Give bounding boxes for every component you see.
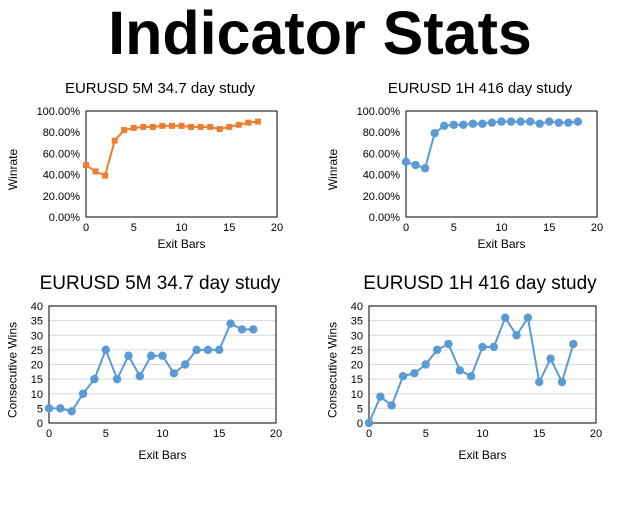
svg-text:20: 20	[351, 360, 363, 372]
svg-text:100.00%: 100.00%	[37, 106, 81, 118]
svg-text:30: 30	[31, 330, 43, 342]
svg-text:15: 15	[543, 222, 555, 234]
svg-text:40: 40	[31, 301, 43, 313]
svg-text:Exit Bars: Exit Bars	[157, 237, 205, 251]
svg-text:40.00%: 40.00%	[43, 170, 81, 182]
svg-text:25: 25	[31, 345, 43, 357]
svg-text:Winrate: Winrate	[6, 149, 20, 191]
svg-text:Consecutive Wins: Consecutive Wins	[326, 322, 340, 418]
svg-text:20.00%: 20.00%	[363, 191, 401, 203]
svg-text:Winrate: Winrate	[326, 149, 340, 191]
svg-text:5: 5	[451, 222, 457, 234]
svg-text:0: 0	[46, 428, 52, 440]
svg-text:Exit Bars: Exit Bars	[138, 448, 186, 462]
svg-text:20: 20	[270, 428, 282, 440]
svg-text:20: 20	[31, 360, 43, 372]
svg-text:20: 20	[591, 222, 603, 234]
svg-text:60.00%: 60.00%	[43, 148, 81, 160]
svg-text:EURUSD 1H 416 day study: EURUSD 1H 416 day study	[388, 80, 573, 97]
svg-text:EURUSD 5M 34.7 day study: EURUSD 5M 34.7 day study	[65, 80, 256, 97]
svg-text:0.00%: 0.00%	[49, 212, 80, 224]
svg-text:EURUSD 5M 34.7 day study: EURUSD 5M 34.7 day study	[40, 273, 281, 294]
svg-text:35: 35	[31, 316, 43, 328]
svg-text:15: 15	[213, 428, 225, 440]
svg-text:0.00%: 0.00%	[369, 212, 400, 224]
svg-text:80.00%: 80.00%	[43, 127, 81, 139]
svg-text:Exit Bars: Exit Bars	[458, 448, 506, 462]
svg-text:30: 30	[351, 330, 363, 342]
svg-text:10: 10	[495, 222, 507, 234]
svg-text:20: 20	[271, 222, 283, 234]
svg-text:10: 10	[175, 222, 187, 234]
svg-text:15: 15	[351, 374, 363, 386]
svg-text:0: 0	[366, 428, 372, 440]
svg-text:40.00%: 40.00%	[363, 170, 401, 182]
svg-text:EURUSD 1H 416 day study: EURUSD 1H 416 day study	[363, 273, 597, 294]
svg-text:15: 15	[533, 428, 545, 440]
svg-text:40: 40	[351, 301, 363, 313]
svg-text:25: 25	[351, 345, 363, 357]
svg-text:5: 5	[423, 428, 429, 440]
svg-text:Exit Bars: Exit Bars	[477, 237, 525, 251]
svg-text:5: 5	[357, 403, 363, 415]
svg-text:10: 10	[156, 428, 168, 440]
svg-text:35: 35	[351, 316, 363, 328]
svg-text:0: 0	[357, 418, 363, 430]
svg-text:5: 5	[37, 403, 43, 415]
svg-text:15: 15	[223, 222, 235, 234]
svg-text:10: 10	[351, 389, 363, 401]
svg-text:10: 10	[31, 389, 43, 401]
svg-text:100.00%: 100.00%	[357, 106, 401, 118]
svg-text:15: 15	[31, 374, 43, 386]
svg-text:80.00%: 80.00%	[363, 127, 401, 139]
svg-text:0: 0	[83, 222, 89, 234]
svg-text:20: 20	[590, 428, 602, 440]
svg-text:10: 10	[476, 428, 488, 440]
svg-text:5: 5	[131, 222, 137, 234]
svg-text:0: 0	[403, 222, 409, 234]
svg-text:5: 5	[103, 428, 109, 440]
svg-text:Consecutive Wins: Consecutive Wins	[6, 322, 20, 418]
svg-text:60.00%: 60.00%	[363, 148, 401, 160]
svg-text:0: 0	[37, 418, 43, 430]
svg-text:20.00%: 20.00%	[43, 191, 81, 203]
